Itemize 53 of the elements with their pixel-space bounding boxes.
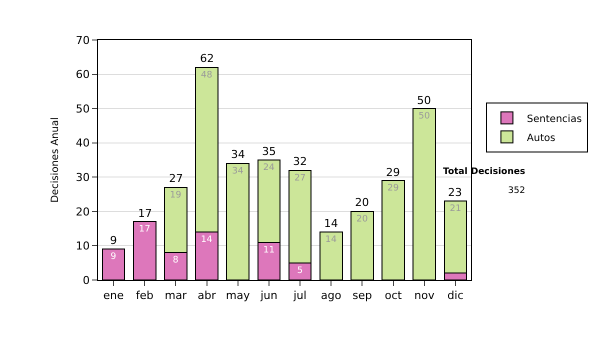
text: 352 [508,186,526,196]
x-tick-label: feb [136,289,154,302]
x-tick-label: dic [447,289,464,302]
total-label: 34 [231,148,245,161]
x-tick-label: mar [164,289,188,302]
total-label: 20 [355,196,369,209]
total-label: 17 [138,207,152,220]
total-label: 35 [262,145,276,158]
x-tick-label: jun [259,289,278,302]
data-label: 5 [297,266,303,276]
data-label: 14 [200,235,213,245]
x-tick-label: ago [320,289,342,302]
x-tick-label: abr [198,289,216,302]
total-label: 9 [110,234,117,247]
x-tick-label: nov [414,289,435,302]
total-label: 50 [417,94,431,107]
annotation: Total Decisiones [443,167,526,177]
x-tick-label: oct [384,289,403,302]
data-label: 19 [170,190,182,200]
y-tick-label: 20 [76,205,90,218]
data-label: 27 [294,173,306,184]
x-tick-label: may [226,289,250,302]
data-label: 34 [232,166,244,176]
y-tick-label: 70 [76,34,90,47]
data-label: 48 [200,70,213,80]
legend-label: Autos [526,132,556,144]
x-tick-label: jul [292,289,307,302]
total-label: 32 [293,155,307,168]
y-tick-label: 30 [76,170,90,184]
legend-label: Sentencias [526,114,582,125]
y-tick-label: 40 [76,136,90,150]
data-label: 9 [110,252,117,262]
y-axis-title: Decisiones Anual [50,117,61,203]
y-tick-label: 10 [76,240,90,253]
y-tick-label: 50 [76,102,90,116]
data-label: 14 [325,235,337,245]
data-label: 20 [356,214,368,224]
data-label: 11 [263,245,275,256]
data-label: 8 [172,256,179,266]
total-label: 29 [386,166,400,179]
data-label: 29 [387,184,400,194]
y-tick-label: 60 [76,68,90,82]
x-tick-label: sep [352,289,372,302]
total-label: 23 [448,186,462,199]
data-label: 50 [418,112,430,122]
total-label: 62 [200,52,214,65]
data-label: 24 [263,163,275,173]
x-tick-label: ene [103,289,124,302]
total-label: 14 [324,217,338,230]
data-label: 17 [138,224,150,235]
y-tick-label: 0 [82,274,90,287]
total-label: 27 [169,172,183,185]
data-label: 21 [450,204,462,214]
